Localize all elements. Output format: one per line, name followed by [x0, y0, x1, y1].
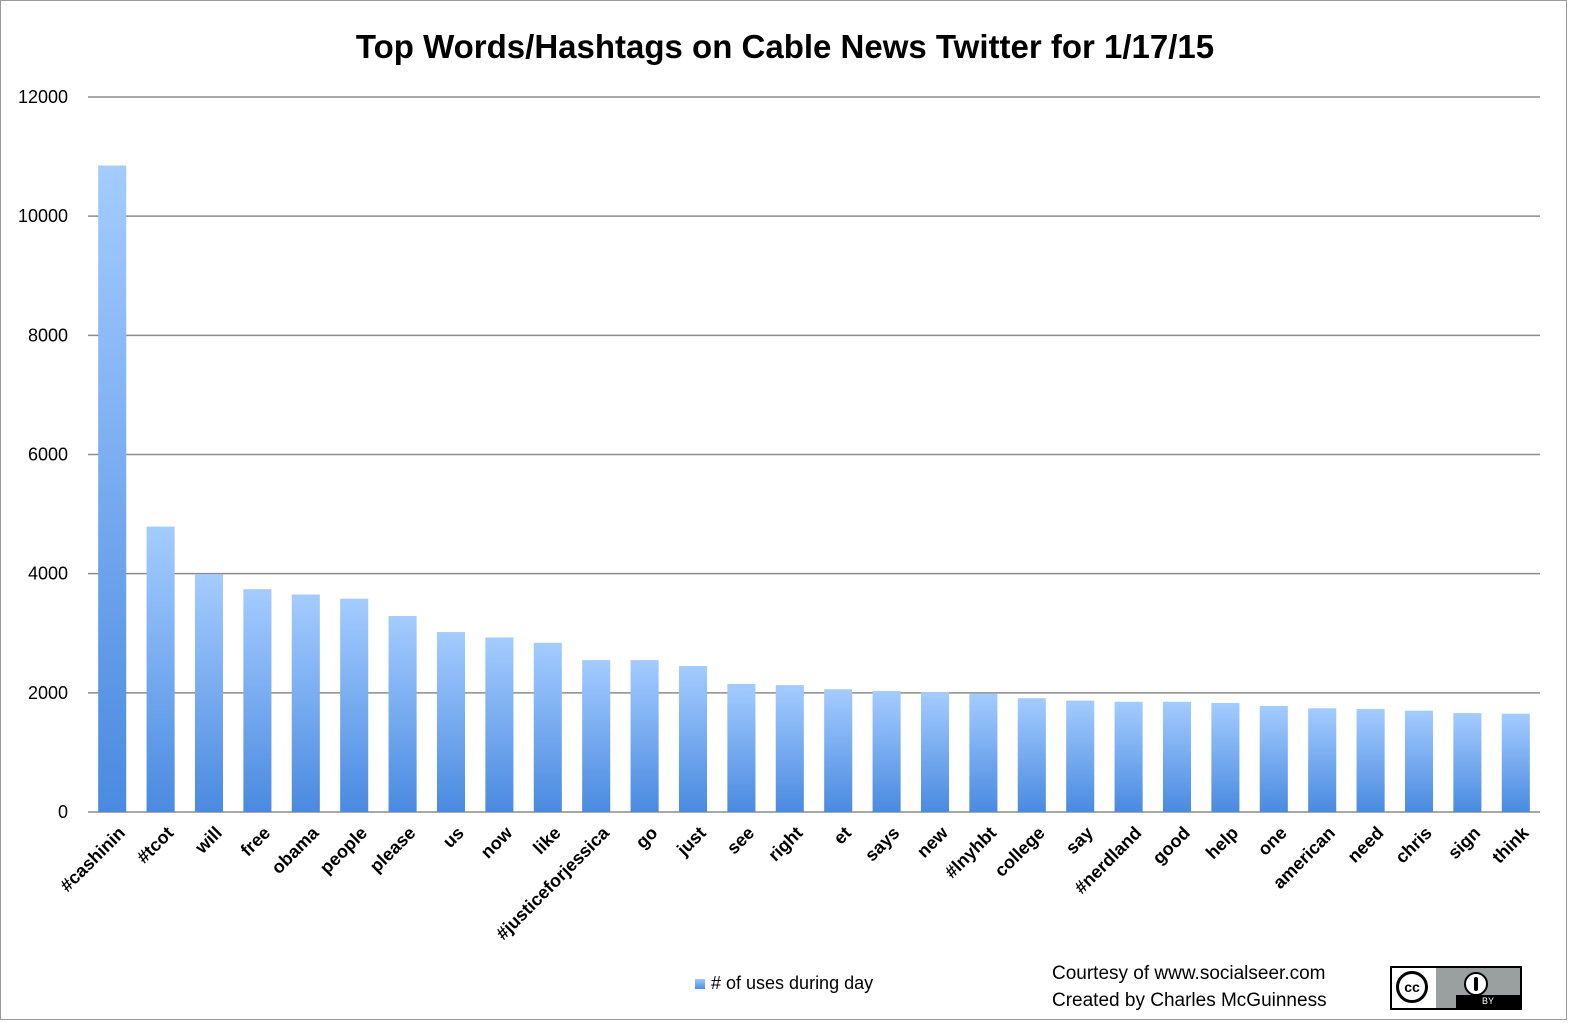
bar-go — [630, 660, 659, 812]
bar-see — [727, 683, 756, 812]
cc-panel: cc — [1392, 968, 1436, 1008]
by-label: BY — [1456, 995, 1520, 1008]
bar-help — [1211, 702, 1240, 812]
attribution-person-icon — [1464, 972, 1488, 996]
x-tick-label: #cashinin — [56, 823, 129, 896]
x-tick-label: chris — [1391, 823, 1436, 868]
x-tick-label: et — [830, 823, 855, 848]
x-tick-label: just — [672, 823, 709, 860]
bar-american — [1308, 708, 1337, 812]
bar-free — [243, 589, 272, 812]
cc-icon: cc — [1396, 971, 1428, 1003]
y-tick-label: 6000 — [28, 445, 68, 465]
x-tick-label: please — [366, 823, 420, 877]
bar-chris — [1404, 710, 1434, 812]
x-tick-label: now — [477, 822, 517, 862]
bar-please — [388, 615, 417, 812]
bar-et — [824, 689, 853, 812]
x-tick-label: people — [316, 823, 371, 878]
y-tick-label: 2000 — [28, 683, 68, 703]
bar-people — [340, 598, 369, 812]
x-tick-label: #lnyhbt — [941, 823, 1000, 882]
x-tick-label: obama — [267, 822, 323, 878]
x-tick-label: sign — [1444, 823, 1484, 863]
bar-justiceforjessica — [582, 660, 611, 812]
bar-tcot — [146, 526, 175, 812]
creative-commons-by-icon: cc BY — [1390, 966, 1522, 1010]
bars — [98, 165, 1530, 813]
gridlines — [88, 96, 1540, 813]
legend-label: # of uses during day — [711, 973, 874, 993]
x-tick-label: good — [1149, 823, 1194, 868]
y-axis-ticks: 0 2000 4000 6000 8000 10000 12000 — [18, 87, 68, 822]
x-tick-label: like — [529, 823, 564, 858]
x-tick-label: say — [1062, 823, 1097, 858]
bar-say — [1066, 700, 1095, 812]
y-tick-label: 12000 — [18, 87, 68, 107]
x-tick-label: need — [1344, 823, 1388, 867]
bar-new — [920, 692, 950, 812]
bar-nerdland — [1114, 701, 1143, 812]
x-tick-label: us — [439, 823, 468, 852]
x-tick-label: free — [237, 823, 274, 860]
x-tick-label: help — [1202, 823, 1242, 863]
chart-title: Top Words/Hashtags on Cable News Twitter… — [355, 28, 1215, 65]
bar-says — [872, 691, 901, 812]
credit-courtesy: Courtesy of www.socialseer.com — [1052, 963, 1326, 984]
x-tick-label: go — [632, 823, 662, 853]
x-tick-label: #tcot — [133, 823, 178, 868]
bar-obama — [291, 594, 320, 812]
bar-think — [1501, 713, 1530, 812]
bar-lnyhbt — [969, 693, 998, 812]
bar-like — [533, 642, 562, 812]
x-tick-label: see — [723, 823, 758, 858]
x-tick-label: will — [190, 823, 225, 858]
x-tick-label: one — [1254, 823, 1291, 860]
bar-us — [436, 632, 466, 812]
x-tick-label: says — [861, 823, 903, 865]
bar-sign — [1453, 713, 1482, 812]
x-tick-label: right — [764, 823, 806, 865]
bar-cashinin — [98, 165, 127, 813]
bar-one — [1259, 705, 1288, 812]
x-tick-label: think — [1488, 822, 1533, 867]
bar-good — [1162, 701, 1192, 812]
bar-will — [194, 574, 224, 812]
bar-just — [678, 666, 708, 812]
y-tick-label: 10000 — [18, 206, 68, 226]
y-tick-label: 4000 — [28, 564, 68, 584]
x-tick-label: college — [991, 823, 1049, 881]
bar-right — [775, 685, 804, 812]
y-tick-label: 8000 — [28, 325, 68, 345]
x-tick-label: new — [913, 822, 953, 862]
legend: # of uses during day — [695, 973, 873, 994]
bar-need — [1356, 708, 1385, 812]
legend-swatch — [695, 978, 705, 989]
credit-creator: Created by Charles McGuinness — [1052, 990, 1327, 1011]
bar-college — [1017, 698, 1046, 812]
y-tick-label: 0 — [58, 802, 68, 822]
bar-now — [485, 637, 514, 812]
